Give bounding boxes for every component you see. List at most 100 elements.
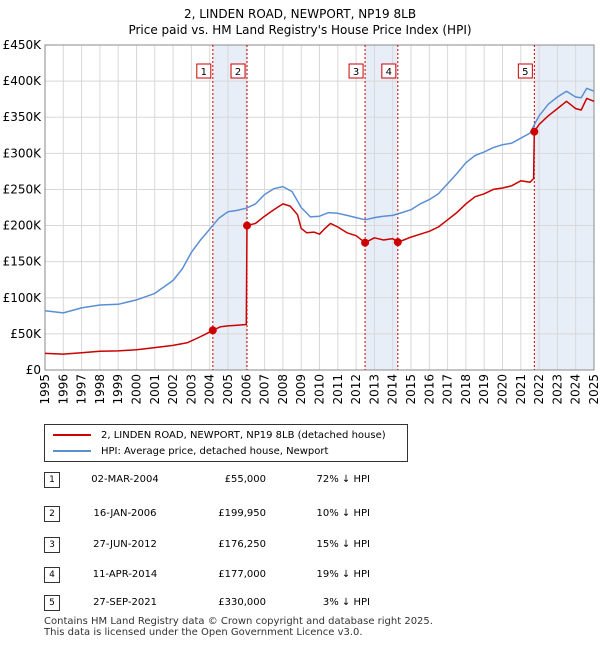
transaction-number: 4 [44, 567, 60, 583]
sale-point [208, 326, 217, 335]
footer-licence: This data is licensed under the Open Gov… [44, 627, 363, 638]
x-tick-label: 2016 [422, 374, 436, 405]
transaction-row: 5 27-SEP-2021 £330,000 3% ↓ HPI [44, 595, 384, 611]
legend: 2, LINDEN ROAD, NEWPORT, NP19 8LB (detac… [44, 424, 408, 462]
sale-number-box [348, 63, 364, 79]
footer: Contains HM Land Registry data © Crown c… [44, 616, 433, 638]
x-tick-label: 1998 [93, 374, 107, 405]
x-tick-label: 1995 [38, 374, 52, 405]
legend-item-property: 2, LINDEN ROAD, NEWPORT, NP19 8LB (detac… [53, 429, 386, 443]
y-tick-label: £350K [3, 110, 43, 124]
chart-title: 2, LINDEN ROAD, NEWPORT, NP19 8LB [183, 7, 417, 21]
transaction-hpi-diff: 72% ↓ HPI [316, 474, 370, 485]
transaction-row: 2 16-JAN-2006 £199,950 10% ↓ HPI [44, 506, 384, 522]
x-tick-label: 1999 [111, 374, 125, 405]
x-tick-label: 2008 [276, 374, 290, 405]
sale-number-label: 5 [522, 67, 528, 78]
sale-number-label: 2 [235, 67, 241, 78]
transaction-price: £177,000 [218, 569, 266, 580]
x-tick-label: 2025 [587, 374, 600, 405]
x-tick-label: 2004 [203, 374, 217, 405]
sale-period-band [212, 45, 248, 370]
sale-number-box [381, 63, 397, 79]
transaction-date: 27-SEP-2021 [93, 597, 157, 608]
legend-label-hpi: HPI: Average price, detached house, Newp… [101, 446, 329, 457]
x-tick-label: 2022 [532, 374, 546, 405]
transaction-number: 1 [44, 472, 60, 488]
x-tick-label: 2011 [331, 374, 345, 405]
sale-number-box [517, 63, 533, 79]
y-tick-label: £100K [3, 291, 43, 305]
legend-item-hpi: HPI: Average price, detached house, Newp… [53, 445, 328, 459]
legend-swatch-property [53, 434, 91, 436]
sale-point [393, 238, 402, 247]
x-tick-label: 2018 [459, 374, 473, 405]
x-tick-label: 2020 [496, 374, 510, 405]
transaction-row: 1 02-MAR-2004 £55,000 72% ↓ HPI [44, 472, 384, 488]
transaction-row: 4 11-APR-2014 £177,000 19% ↓ HPI [44, 567, 384, 583]
x-tick-label: 2014 [386, 374, 400, 405]
y-tick-label: £150K [3, 255, 43, 269]
x-tick-label: 2015 [404, 374, 418, 405]
transaction-number: 5 [44, 595, 60, 611]
transaction-hpi-diff: 10% ↓ HPI [316, 508, 370, 519]
y-tick-label: £50K [10, 327, 42, 341]
sale-number-label: 3 [353, 67, 359, 78]
sale-number-label: 1 [201, 67, 207, 78]
x-tick-label: 2007 [258, 374, 272, 405]
transaction-date: 11-APR-2014 [92, 569, 158, 580]
transaction-hpi-diff: 19% ↓ HPI [316, 569, 370, 580]
transaction-date: 27-JUN-2012 [93, 539, 157, 550]
y-tick-label: £200K [3, 219, 43, 233]
legend-label-property: 2, LINDEN ROAD, NEWPORT, NP19 8LB (detac… [101, 430, 386, 441]
x-tick-label: 2012 [349, 374, 363, 405]
sale-period-band [534, 45, 594, 370]
x-tick-label: 2021 [514, 374, 528, 405]
y-tick-label: £400K [3, 74, 43, 88]
x-tick-label: 2002 [166, 374, 180, 405]
y-tick-label: £450K [3, 38, 43, 52]
x-tick-label: 2019 [477, 374, 491, 405]
transaction-price: £176,250 [218, 539, 266, 550]
x-tick-label: 2023 [550, 374, 564, 405]
series-line-hpi [44, 87, 595, 314]
plot-frame [44, 44, 595, 371]
transaction-hpi-diff: 15% ↓ HPI [316, 539, 370, 550]
x-tick-label: 2003 [184, 374, 198, 405]
chart-title-block: 2, LINDEN ROAD, NEWPORT, NP19 8LB Price … [0, 6, 600, 38]
chart-subtitle: Price paid vs. HM Land Registry's House … [128, 23, 472, 37]
sale-point [361, 238, 370, 247]
x-tick-label: 1997 [75, 374, 89, 405]
y-tick-label: £0 [26, 363, 41, 377]
x-tick-label: 2000 [130, 374, 144, 405]
transaction-number: 3 [44, 537, 60, 553]
transaction-row: 3 27-JUN-2012 £176,250 15% ↓ HPI [44, 537, 384, 553]
sale-point [243, 221, 252, 230]
x-tick-label: 1996 [56, 374, 70, 405]
transaction-date: 02-MAR-2004 [91, 474, 159, 485]
transaction-number: 2 [44, 506, 60, 522]
series-line-property [44, 97, 595, 355]
x-tick-label: 2006 [239, 374, 253, 405]
x-tick-label: 2010 [313, 374, 327, 405]
sale-number-box [196, 63, 212, 79]
transaction-date: 16-JAN-2006 [93, 508, 157, 519]
x-tick-label: 2009 [294, 374, 308, 405]
legend-swatch-hpi [53, 450, 91, 452]
transaction-price: £55,000 [224, 474, 266, 485]
x-tick-label: 2024 [569, 374, 583, 405]
sale-number-box [230, 63, 246, 79]
footer-copyright: Contains HM Land Registry data © Crown c… [44, 616, 433, 627]
sale-number-label: 4 [386, 67, 392, 78]
x-tick-label: 2013 [367, 374, 381, 405]
y-tick-label: £300K [3, 146, 43, 160]
transaction-price: £330,000 [218, 597, 266, 608]
x-tick-label: 2001 [148, 374, 162, 405]
transaction-hpi-diff: 3% ↓ HPI [322, 597, 370, 608]
price-chart: £0 £50K £100K £150K £200K £250K £300K £350K £400… [3, 38, 600, 405]
x-tick-label: 2005 [221, 374, 235, 405]
x-tick-label: 2017 [441, 374, 455, 405]
y-tick-label: £250K [3, 182, 43, 196]
sale-point [530, 127, 539, 136]
transaction-price: £199,950 [218, 508, 266, 519]
